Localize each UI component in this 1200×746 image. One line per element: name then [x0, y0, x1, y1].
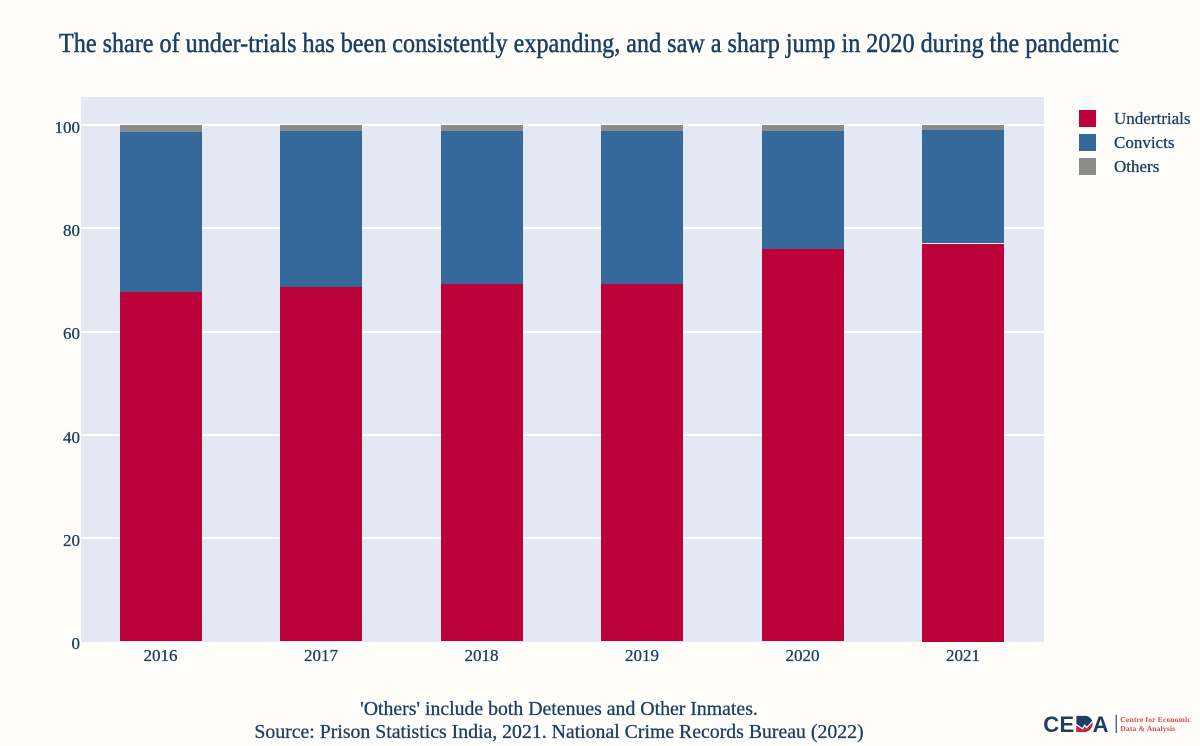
svg-text:CE: CE: [1043, 712, 1074, 737]
svg-text:Centre for Economic: Centre for Economic: [1120, 715, 1191, 724]
svg-text:A: A: [1093, 712, 1109, 737]
svg-text:Data & Analysis: Data & Analysis: [1120, 724, 1175, 733]
